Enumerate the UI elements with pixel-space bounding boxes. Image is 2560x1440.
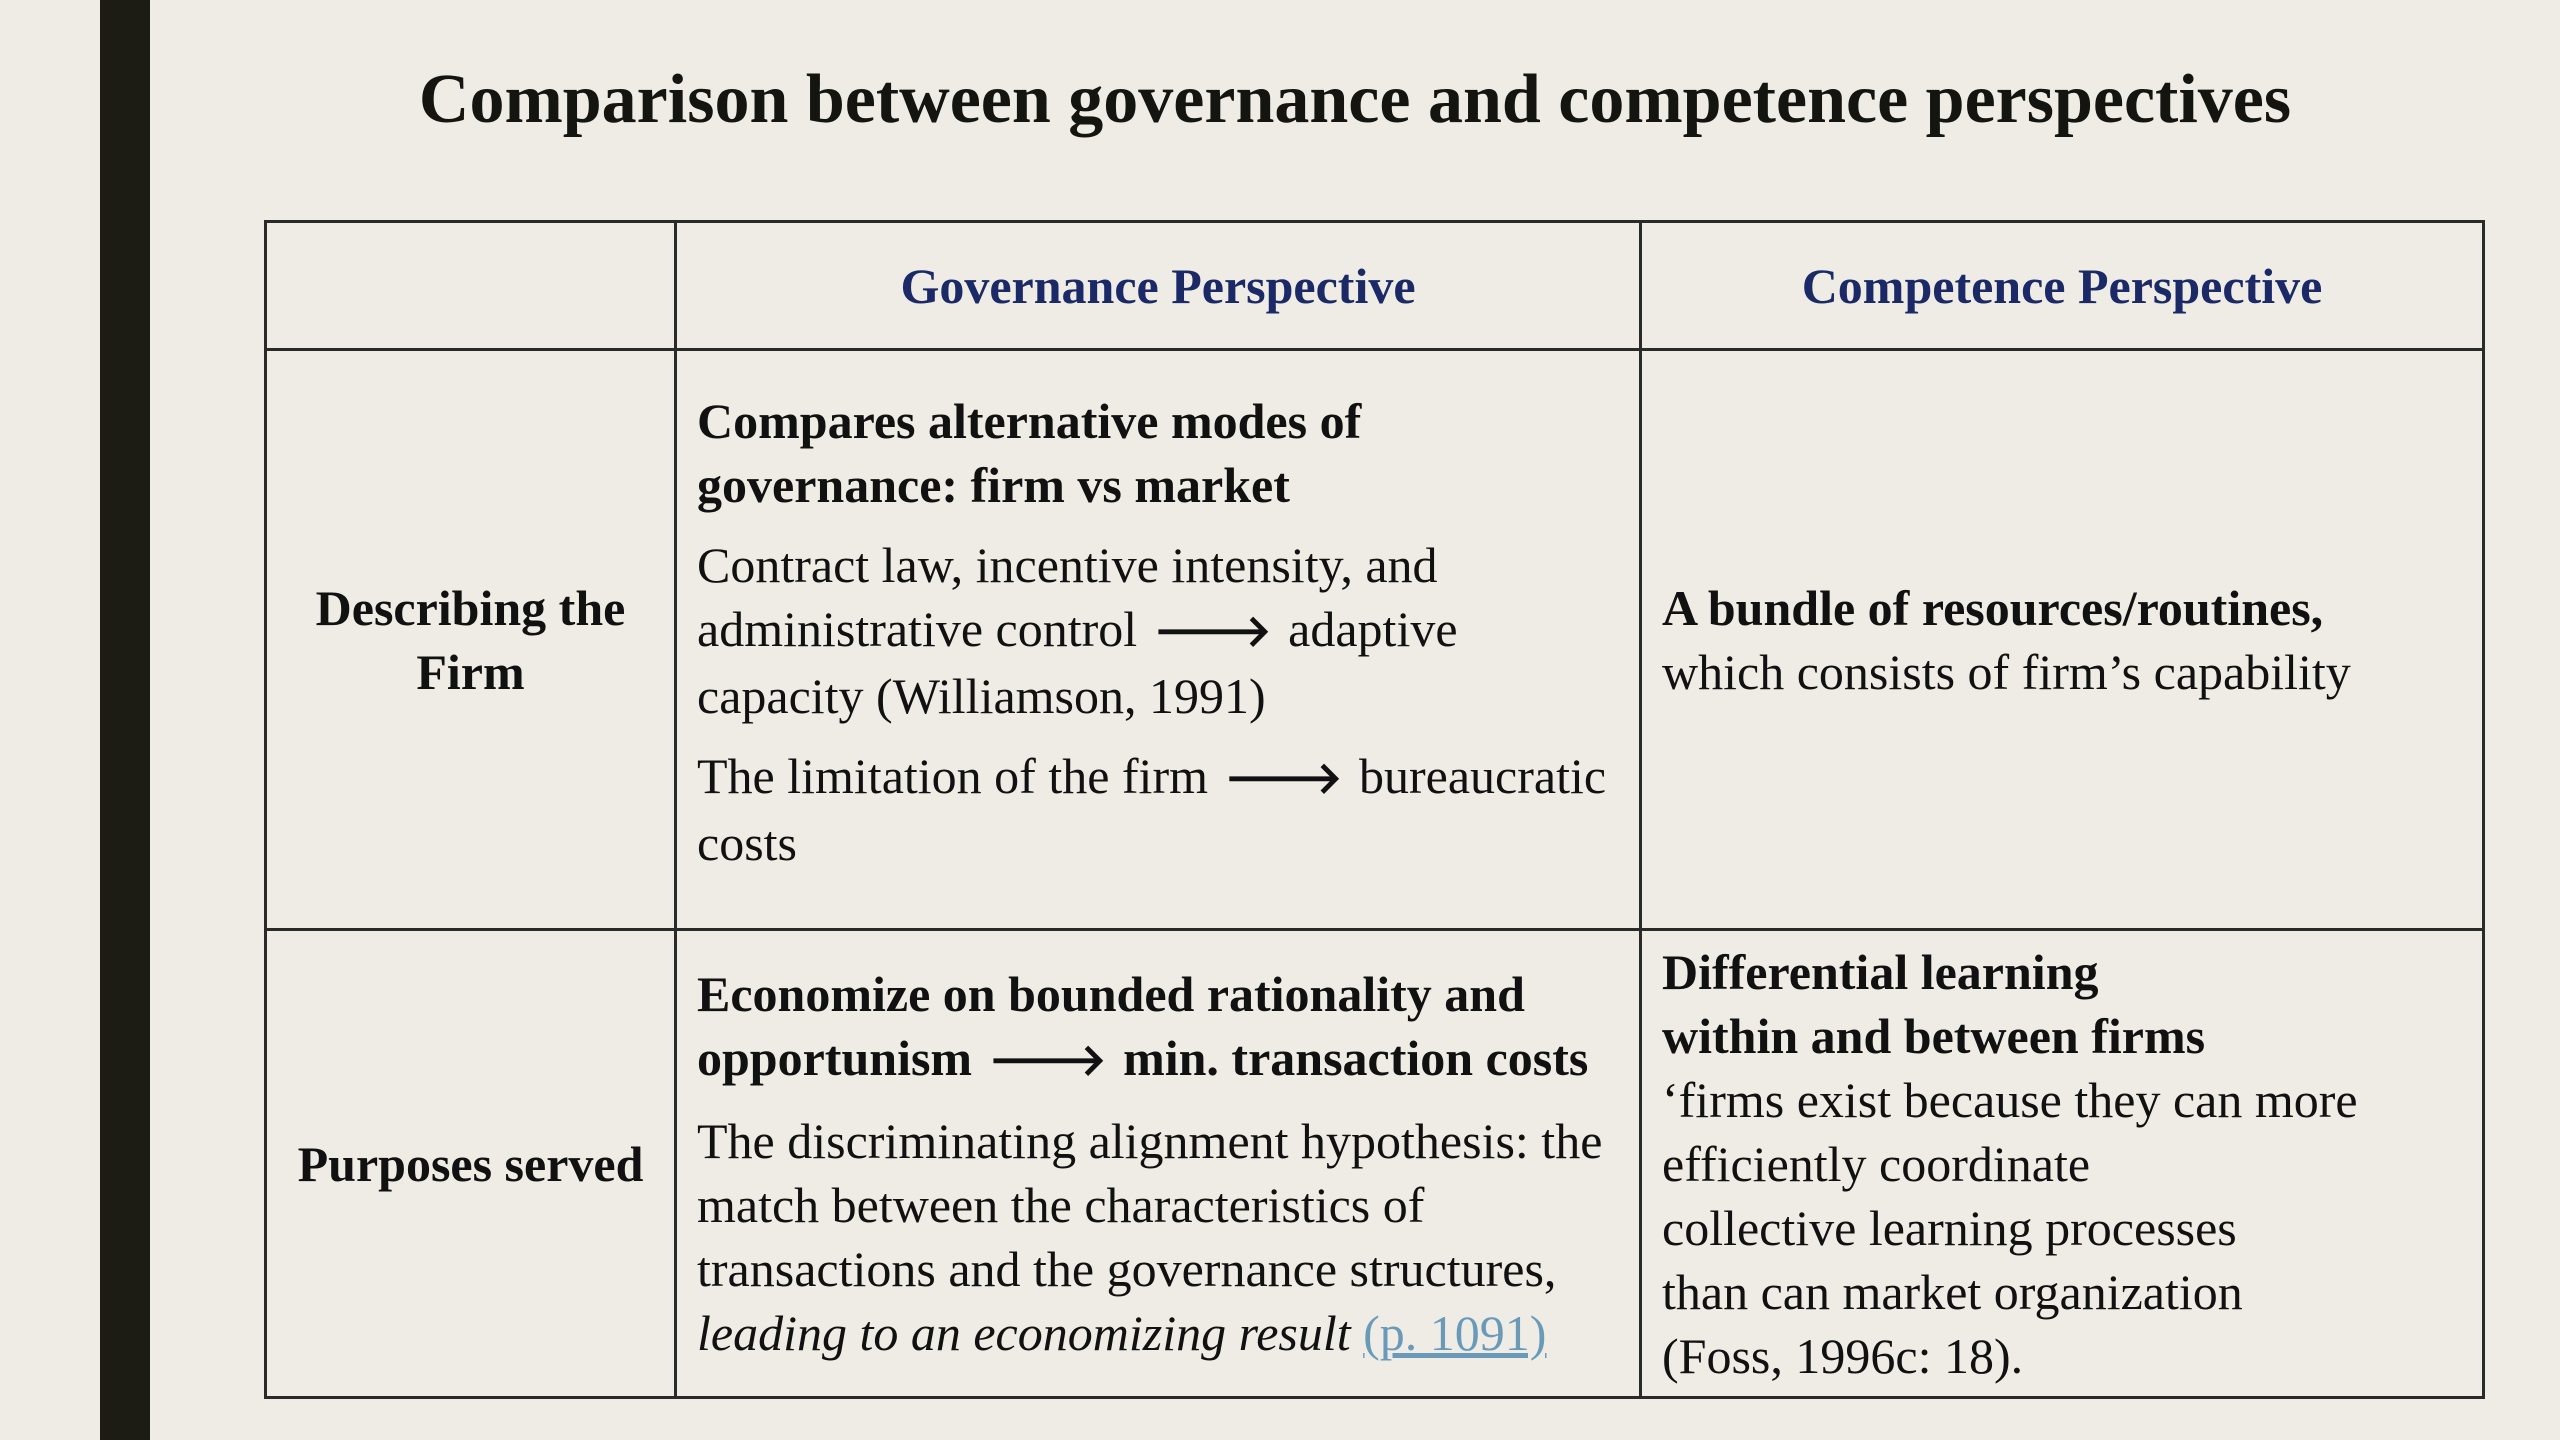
describing-governance-heading: Compares alternative modes of governance…: [697, 392, 1362, 513]
purposes-governance-italic: leading to an economizing result: [697, 1305, 1351, 1361]
describing-governance-para1-end: adaptive capacity (Williamson, 1991): [697, 600, 1458, 724]
purposes-competence-line4: than can market organization: [1662, 1263, 2243, 1320]
table-row-purposes: Purposes served Economize on bounded rat…: [264, 928, 2485, 1399]
header-competence: Competence Perspective: [1639, 220, 2485, 351]
describing-competence-heading: A bundle of resources/routines,: [1662, 579, 2324, 636]
describing-governance-para2-start: The limitation of the firm: [697, 747, 1208, 804]
purposes-competence-line5: (Foss, 1996c: 18).: [1662, 1327, 2024, 1384]
purposes-competence-line1: ‘firms exist because they can more: [1662, 1071, 2358, 1128]
purposes-governance-body: The discriminating alignment hypothesis:…: [697, 1109, 1619, 1365]
purposes-governance-heading-start: Economize on bounded rationality and opp…: [697, 966, 1525, 1086]
table-header-row: Governance Perspective Competence Perspe…: [264, 220, 2485, 351]
describing-governance-para1-start: Contract law, incentive intensity, and a…: [697, 536, 1438, 657]
purposes-competence-line3: collective learning processes: [1662, 1199, 2237, 1256]
describing-competence-text: which consists of firm’s capability: [1662, 643, 2351, 700]
describing-governance-para2-end: bureaucratic costs: [697, 747, 1607, 871]
page-reference-link[interactable]: (p. 1091): [1363, 1305, 1547, 1361]
purposes-governance-heading: Economize on bounded rationality and opp…: [697, 962, 1619, 1093]
purposes-governance-text: The discriminating alignment hypothesis:…: [697, 1113, 1603, 1297]
right-arrow-icon: 🡒: [1153, 605, 1272, 657]
header-empty-cell: [264, 220, 677, 351]
describing-governance-para2: The limitation of the firm 🡒 bureaucrati…: [697, 744, 1619, 875]
row-label-describing: Describing the Firm: [264, 348, 677, 931]
slide-title: Comparison between governance and compet…: [418, 61, 2292, 138]
right-arrow-icon: 🡒: [1224, 752, 1343, 804]
purposes-competence-heading-line1: Differential learning: [1662, 943, 2099, 1000]
cell-purposes-governance: Economize on bounded rationality and opp…: [674, 928, 1642, 1399]
cell-describing-competence: A bundle of resources/routines, which co…: [1639, 348, 2485, 931]
cell-describing-governance: Compares alternative modes of governance…: [674, 348, 1642, 931]
comparison-table: Governance Perspective Competence Perspe…: [264, 220, 2485, 1399]
header-governance: Governance Perspective: [674, 220, 1642, 351]
purposes-governance-heading-end: min. transaction costs: [1123, 1030, 1589, 1086]
purposes-competence-line2: efficiently coordinate: [1662, 1135, 2091, 1192]
right-arrow-icon: 🡒: [988, 1035, 1107, 1086]
cell-purposes-competence: Differential learning within and between…: [1639, 928, 2485, 1399]
describing-governance-para1: Contract law, incentive intensity, and a…: [697, 533, 1619, 728]
left-accent-bar: [100, 0, 150, 1440]
table-row-describing: Describing the Firm Compares alternative…: [264, 348, 2485, 931]
row-label-purposes: Purposes served: [264, 928, 677, 1399]
purposes-competence-heading-line2: within and between firms: [1662, 1007, 2206, 1064]
